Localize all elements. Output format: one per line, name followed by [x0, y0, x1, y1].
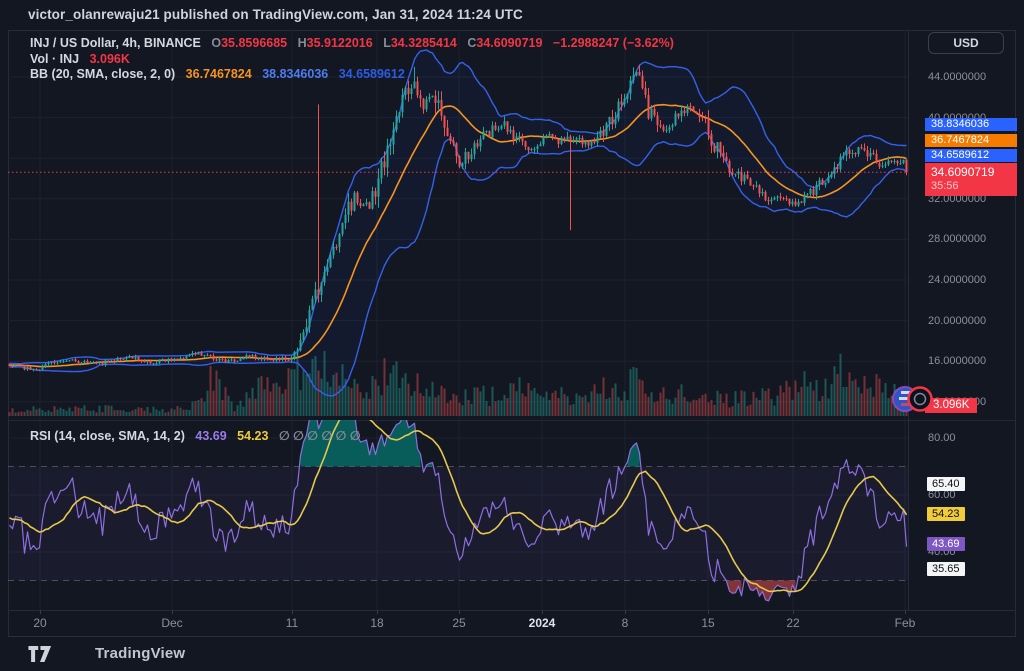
- change-value: −1.2988247 (−3.62%): [552, 36, 674, 50]
- tradingview-logo-icon[interactable]: [28, 646, 52, 662]
- price-scale[interactable]: USD 44.000000040.000000036.000000032.000…: [908, 30, 1017, 610]
- inj-coin-icon: [907, 386, 933, 412]
- frame-left-border: [8, 30, 9, 636]
- pane-separator[interactable]: [8, 420, 1016, 421]
- rsi-value: 43.69: [195, 429, 227, 443]
- time-axis-label: 20: [33, 616, 47, 630]
- bb-basis-axis-chip: 36.7467824: [925, 133, 1017, 147]
- time-tick-mark: [708, 610, 709, 614]
- tradingview-brand-text[interactable]: TradingView: [95, 645, 186, 662]
- time-tick-mark: [905, 610, 906, 614]
- ohlc-open-value: 35.8596685: [221, 36, 288, 50]
- time-tick-mark: [292, 610, 293, 614]
- rsi-ma-chip: 54.23: [927, 507, 965, 521]
- symbol-legend-row[interactable]: INJ / US Dollar, 4h, BINANCE O35.8596685…: [30, 36, 674, 50]
- time-axis-label: Dec: [161, 616, 183, 630]
- bb-basis-value: 36.7467824: [185, 67, 252, 81]
- footer-bar: TradingView: [0, 637, 1024, 671]
- time-tick-mark: [459, 610, 460, 614]
- rsi-upper-band-chip: 65.40: [927, 477, 965, 491]
- time-tick-mark: [40, 610, 41, 614]
- symbol-title: INJ / US Dollar, 4h, BINANCE: [30, 36, 201, 50]
- price-chart-canvas[interactable]: [8, 30, 908, 420]
- time-axis[interactable]: 20 Dec 11 18 25 2024 8 15 22 Feb: [8, 610, 1016, 636]
- ohlc-high-value: 35.9122016: [306, 36, 373, 50]
- frame-bottom-border: [8, 636, 1016, 637]
- time-axis-label: 25: [452, 616, 466, 630]
- price-axis-label: 16.0000000: [928, 355, 987, 368]
- rsi-axis-label: 60.00: [928, 489, 956, 501]
- rsi-value-chip: 43.69: [927, 537, 965, 551]
- last-price-axis-chip: 34.6090719 35:56: [925, 163, 1017, 196]
- publish-header: victor_olanrewaju21 published on Trading…: [28, 7, 523, 22]
- currency-toggle-button[interactable]: USD: [928, 32, 1004, 54]
- last-price-value: 34.6090719: [931, 165, 995, 179]
- rsi-axis-label: 80.00: [928, 432, 956, 444]
- pair-icons: [892, 386, 933, 412]
- time-axis-label: 11: [285, 616, 299, 630]
- price-axis-label: 44.0000000: [928, 71, 987, 83]
- bb-legend-label: BB (20, SMA, close, 2, 0): [30, 67, 176, 81]
- rsi-chart-canvas[interactable]: [8, 420, 908, 610]
- volume-axis-chip: 3.096K: [925, 398, 978, 413]
- time-axis-label: 18: [370, 616, 384, 630]
- time-tick-mark: [793, 610, 794, 614]
- ohlc-low-key: L: [383, 36, 391, 50]
- time-axis-border: [8, 610, 1016, 611]
- time-axis-label: 8: [621, 616, 629, 630]
- bb-lower-axis-chip: 34.6589612: [925, 149, 1017, 162]
- price-axis-label: 24.0000000: [928, 274, 987, 286]
- frame-top-border: [8, 30, 1016, 31]
- ohlc-high-key: H: [297, 36, 307, 50]
- time-tick-mark: [542, 610, 543, 614]
- rsi-legend-label: RSI (14, close, SMA, 14, 2): [30, 429, 185, 443]
- bb-upper-axis-chip: 38.8346036: [925, 118, 1017, 131]
- time-tick-mark: [625, 610, 626, 614]
- time-axis-label: 2024: [528, 616, 556, 630]
- time-axis-label: 15: [701, 616, 715, 630]
- ohlc-close-value: 34.6090719: [476, 36, 543, 50]
- price-scale-border: [908, 30, 909, 610]
- bar-countdown: 35:56: [931, 180, 959, 192]
- ohlc-open-key: O: [211, 36, 222, 50]
- frame-right-border: [1015, 30, 1016, 636]
- volume-legend-label: Vol · INJ: [30, 52, 80, 66]
- rsi-lower-band-chip: 35.65: [927, 562, 965, 576]
- price-axis-label: 28.0000000: [928, 233, 987, 246]
- volume-legend-value: 3.096K: [89, 52, 130, 66]
- time-axis-label: 22: [786, 616, 800, 630]
- volume-legend-row[interactable]: Vol · INJ 3.096K: [30, 52, 130, 66]
- time-tick-mark: [377, 610, 378, 614]
- rsi-legend-row[interactable]: RSI (14, close, SMA, 14, 2) 43.69 54.23 …: [30, 428, 361, 443]
- price-axis-label: 20.0000000: [928, 314, 987, 327]
- ohlc-low-value: 34.3285414: [390, 36, 457, 50]
- time-axis-label: Feb: [894, 616, 916, 630]
- rsi-empty-values: ∅ ∅ ∅ ∅ ∅ ∅: [278, 429, 361, 443]
- bb-legend-row[interactable]: BB (20, SMA, close, 2, 0) 36.7467824 38.…: [30, 67, 405, 81]
- bb-upper-value: 38.8346036: [262, 67, 329, 81]
- ohlc-close-key: C: [467, 36, 477, 50]
- time-tick-mark: [172, 610, 173, 614]
- bb-lower-value: 34.6589612: [338, 67, 405, 81]
- rsi-ma-value: 54.23: [237, 429, 269, 443]
